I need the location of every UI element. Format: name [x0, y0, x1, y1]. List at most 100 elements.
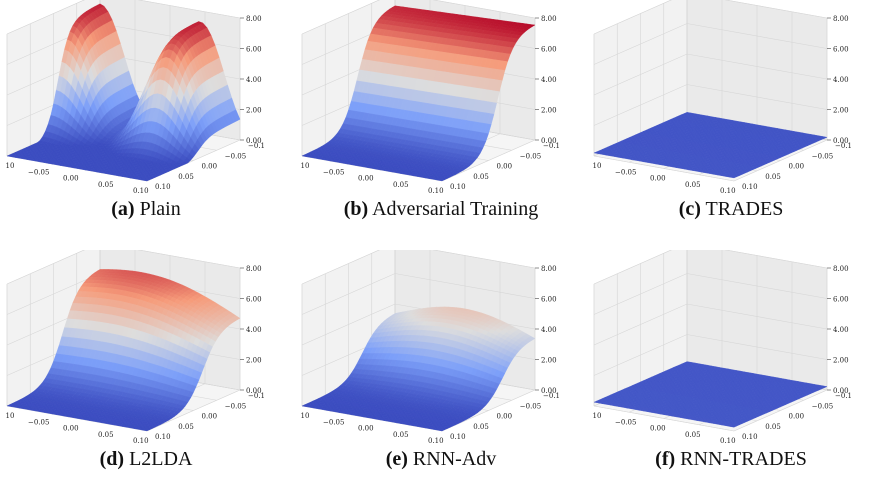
surface-plot-a: 0.002.004.006.008.00−0.10−0.050.000.050.… [5, 0, 265, 200]
x-tick-label: 0.10 [428, 437, 444, 445]
surface-mesh [301, 306, 536, 432]
x-tick-label: −0.10 [592, 412, 601, 420]
caption-text: Adversarial Training [368, 198, 539, 220]
x-tick-label: −0.05 [615, 418, 636, 426]
x-tick-label: 0.10 [133, 437, 149, 445]
subfigure-caption: (a) Plain [0, 198, 292, 221]
surface-plot-svg: 0.002.004.006.008.00−0.10−0.050.000.050.… [5, 0, 265, 195]
caption-tag: (c) [678, 198, 701, 220]
surface-mesh [6, 269, 241, 432]
y-tick-label: −0.05 [812, 402, 833, 410]
surface-plot-svg: 0.002.004.006.008.00−0.10−0.050.000.050.… [5, 250, 265, 445]
y-tick-label: 0.10 [450, 183, 466, 191]
surface-mesh [593, 112, 828, 179]
y-tick-label: 0.05 [473, 423, 489, 431]
surface-plot-d: 0.002.004.006.008.00−0.10−0.050.000.050.… [5, 250, 265, 450]
subfigure-caption: (f) RNN-TRADES [585, 448, 875, 471]
x-tick-label: −0.05 [323, 168, 344, 176]
z-tick-label: 6.00 [246, 296, 262, 304]
y-tick-label: 0.00 [497, 163, 513, 171]
caption-text: L2LDA [124, 448, 193, 470]
z-tick-label: 2.00 [833, 357, 849, 365]
x-tick-label: 0.00 [358, 175, 374, 183]
z-tick-label: 4.00 [541, 326, 557, 334]
z-tick-label: 6.00 [541, 46, 557, 54]
caption-tag: (d) [99, 448, 125, 470]
y-tick-label: 0.10 [742, 433, 758, 441]
x-tick-label: 0.10 [133, 187, 149, 195]
z-tick-label: 0.00 [541, 137, 557, 145]
z-tick-label: 4.00 [833, 76, 849, 84]
caption-text: Plain [134, 198, 181, 220]
z-tick-label: 0.00 [833, 387, 849, 395]
x-tick-label: 0.05 [393, 431, 409, 439]
z-tick-label: 6.00 [833, 296, 849, 304]
y-tick-label: −0.05 [225, 152, 246, 160]
surface-plot-c: 0.002.004.006.008.00−0.10−0.050.000.050.… [592, 0, 852, 200]
subfigure-caption: (d) L2LDA [0, 448, 292, 471]
y-tick-label: 0.05 [178, 173, 194, 181]
y-tick-label: 0.00 [789, 163, 805, 171]
x-tick-label: 0.10 [720, 187, 736, 195]
caption-text: RNN-Adv [407, 448, 497, 470]
y-tick-label: 0.05 [765, 423, 781, 431]
y-tick-label: −0.10 [835, 142, 852, 150]
y-tick-label: 0.00 [497, 413, 513, 421]
surface-plot-b: 0.002.004.006.008.00−0.10−0.050.000.050.… [300, 0, 560, 200]
y-tick-label: −0.05 [520, 152, 541, 160]
caption-tag: (a) [111, 198, 135, 220]
y-tick-label: 0.05 [765, 173, 781, 181]
y-tick-label: −0.05 [225, 402, 246, 410]
y-tick-label: −0.05 [520, 402, 541, 410]
y-tick-label: −0.10 [248, 392, 265, 400]
x-tick-label: 0.05 [685, 431, 701, 439]
surface-mesh [593, 361, 828, 428]
x-tick-label: −0.05 [28, 168, 49, 176]
y-tick-label: 0.00 [789, 413, 805, 421]
x-tick-label: −0.10 [300, 162, 309, 170]
surface-plot-e: 0.002.004.006.008.00−0.10−0.050.000.050.… [300, 250, 560, 450]
z-tick-label: 8.00 [541, 265, 557, 273]
y-tick-label: 0.05 [178, 423, 194, 431]
z-tick-label: 0.00 [246, 387, 262, 395]
y-tick-label: −0.10 [248, 142, 265, 150]
surface-mesh [6, 3, 241, 182]
x-tick-label: −0.10 [5, 162, 14, 170]
y-tick-label: 0.00 [202, 163, 218, 171]
surface-mesh [301, 5, 536, 182]
x-tick-label: −0.10 [300, 412, 309, 420]
x-tick-label: −0.05 [28, 418, 49, 426]
y-tick-label: 0.00 [202, 413, 218, 421]
z-tick-label: 2.00 [833, 107, 849, 115]
subfigure-caption: (e) RNN-Adv [295, 448, 587, 471]
x-tick-label: 0.00 [63, 425, 79, 433]
z-tick-label: 2.00 [246, 357, 262, 365]
z-tick-label: 2.00 [246, 107, 262, 115]
x-tick-label: 0.00 [650, 175, 666, 183]
x-tick-label: 0.05 [98, 431, 114, 439]
x-tick-label: 0.10 [720, 437, 736, 445]
z-tick-label: 6.00 [246, 46, 262, 54]
caption-tag: (e) [385, 448, 408, 470]
caption-tag: (f) [655, 448, 676, 470]
subfigure-caption: (b) Adversarial Training [295, 198, 587, 221]
subfigure-caption: (c) TRADES [585, 198, 875, 221]
surface-plot-svg: 0.002.004.006.008.00−0.10−0.050.000.050.… [300, 0, 560, 195]
x-tick-label: 0.00 [650, 425, 666, 433]
x-tick-label: 0.00 [63, 175, 79, 183]
z-tick-label: 8.00 [246, 265, 262, 273]
z-tick-label: 8.00 [541, 15, 557, 23]
x-tick-label: 0.10 [428, 187, 444, 195]
caption-tag: (b) [343, 198, 369, 220]
z-tick-label: 4.00 [246, 76, 262, 84]
x-tick-label: −0.10 [5, 412, 14, 420]
y-tick-label: 0.10 [742, 183, 758, 191]
z-tick-label: 8.00 [833, 265, 849, 273]
x-tick-label: −0.05 [615, 168, 636, 176]
z-tick-label: 4.00 [541, 76, 557, 84]
y-tick-label: −0.10 [543, 142, 560, 150]
caption-text: RNN-TRADES [675, 448, 807, 470]
z-tick-label: 0.00 [246, 137, 262, 145]
y-tick-label: 0.05 [473, 173, 489, 181]
z-tick-label: 4.00 [246, 326, 262, 334]
